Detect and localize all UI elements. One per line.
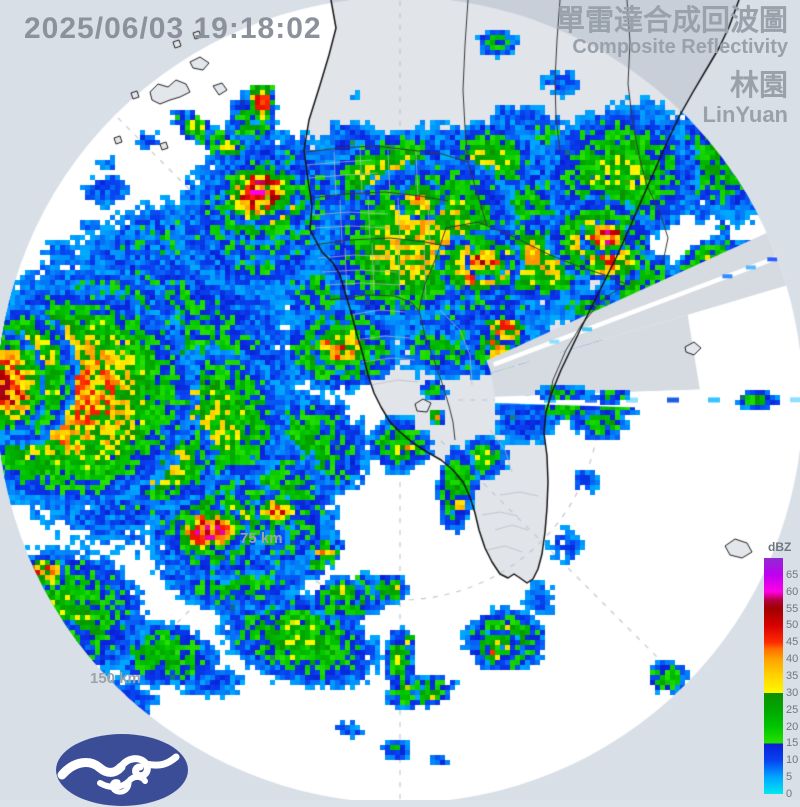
dbz-tick: 20: [786, 720, 799, 733]
dbz-tick: 50: [786, 619, 799, 632]
dbz-tick: 30: [786, 686, 799, 699]
dbz-tick: 0: [786, 788, 793, 800]
dbz-tick: 15: [786, 737, 799, 750]
dbz-tick: 5: [786, 771, 793, 784]
dbz-tick: 40: [786, 653, 799, 666]
dbz-tick: 60: [786, 585, 799, 598]
dbz-tick: 45: [786, 636, 799, 649]
dbz-tick: 35: [786, 670, 799, 682]
dbz-tick: 25: [786, 703, 799, 716]
dbz-tick: 65: [786, 568, 799, 581]
dbz-tick: 55: [786, 602, 799, 615]
dbz-tick: 10: [786, 754, 799, 767]
